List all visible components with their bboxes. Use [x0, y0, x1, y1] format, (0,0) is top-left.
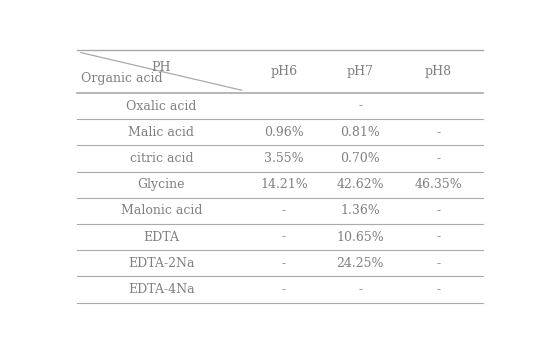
Text: -: - — [436, 152, 441, 165]
Text: Malic acid: Malic acid — [128, 126, 194, 139]
Text: 1.36%: 1.36% — [340, 205, 380, 217]
Text: 10.65%: 10.65% — [336, 231, 384, 244]
Text: -: - — [358, 99, 363, 112]
Text: EDTA-2Na: EDTA-2Na — [128, 257, 194, 270]
Text: -: - — [282, 257, 286, 270]
Text: -: - — [436, 283, 441, 296]
Text: PH: PH — [152, 61, 171, 74]
Text: -: - — [436, 205, 441, 217]
Text: -: - — [358, 283, 363, 296]
Text: -: - — [282, 205, 286, 217]
Text: -: - — [436, 257, 441, 270]
Text: 0.81%: 0.81% — [340, 126, 380, 139]
Text: 46.35%: 46.35% — [414, 178, 462, 191]
Text: Oxalic acid: Oxalic acid — [126, 99, 197, 112]
Text: Malonic acid: Malonic acid — [121, 205, 202, 217]
Text: EDTA: EDTA — [144, 231, 179, 244]
Text: 14.21%: 14.21% — [260, 178, 308, 191]
Text: citric acid: citric acid — [129, 152, 193, 165]
Text: pH8: pH8 — [425, 65, 452, 78]
Text: Organic acid: Organic acid — [81, 72, 163, 85]
Text: 0.70%: 0.70% — [340, 152, 380, 165]
Text: EDTA-4Na: EDTA-4Na — [128, 283, 195, 296]
Text: pH7: pH7 — [347, 65, 373, 78]
Text: -: - — [436, 231, 441, 244]
Text: Glycine: Glycine — [138, 178, 185, 191]
Text: pH6: pH6 — [270, 65, 298, 78]
Text: 3.55%: 3.55% — [264, 152, 304, 165]
Text: 24.25%: 24.25% — [336, 257, 384, 270]
Text: 42.62%: 42.62% — [336, 178, 384, 191]
Text: -: - — [282, 283, 286, 296]
Text: -: - — [282, 231, 286, 244]
Text: -: - — [436, 126, 441, 139]
Text: 0.96%: 0.96% — [264, 126, 304, 139]
